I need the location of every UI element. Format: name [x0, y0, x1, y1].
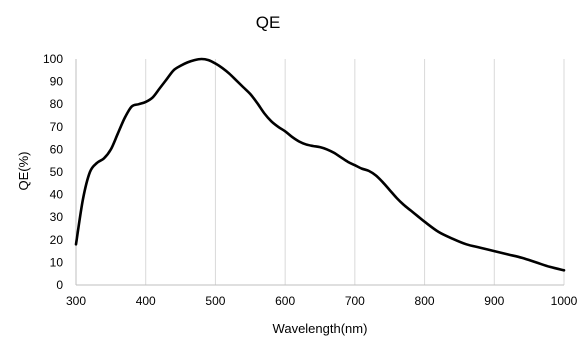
- y-tick-label: 100: [43, 52, 63, 66]
- x-tick-label: 1000: [551, 294, 578, 308]
- y-tick-label: 70: [50, 120, 64, 134]
- y-tick-label: 50: [50, 165, 64, 179]
- x-tick-label: 600: [275, 294, 295, 308]
- qe-series-line: [74, 57, 566, 272]
- x-axis-label: Wavelength(nm): [273, 321, 368, 336]
- x-tick-label: 800: [415, 294, 435, 308]
- x-tick-label: 300: [66, 294, 86, 308]
- y-tick-label: 0: [56, 278, 63, 292]
- axes: [75, 59, 564, 286]
- y-tick-label: 40: [50, 188, 64, 202]
- y-tick-label: 30: [50, 210, 64, 224]
- x-tick-label: 700: [345, 294, 365, 308]
- y-tick-label: 10: [50, 255, 64, 269]
- series-layer: [74, 57, 566, 272]
- grid-lines: [145, 59, 565, 285]
- chart-title: QE: [256, 13, 281, 32]
- y-axis-label: QE(%): [16, 152, 31, 191]
- x-tick-label: 500: [205, 294, 225, 308]
- x-tick-label: 400: [136, 294, 156, 308]
- y-tick-label: 90: [50, 75, 64, 89]
- y-tick-label: 60: [50, 142, 64, 156]
- tick-labels: 300 400 500 600 700 800 900 1000 0 10 20 30 40 50 60 70…: [43, 52, 578, 308]
- x-tick-label: 900: [484, 294, 504, 308]
- y-tick-label: 20: [50, 233, 64, 247]
- y-tick-label: 80: [50, 97, 64, 111]
